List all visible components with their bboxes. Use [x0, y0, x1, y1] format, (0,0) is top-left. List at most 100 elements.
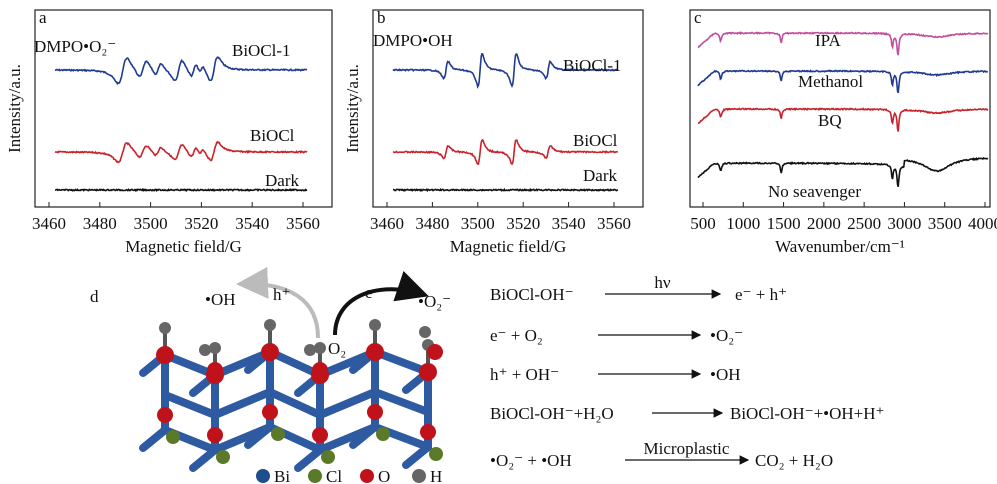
panel-label: a: [39, 8, 47, 27]
x-tick-label: 3540: [552, 214, 586, 233]
rod: [320, 392, 375, 415]
x-tick-label: 3540: [235, 214, 269, 233]
spectrum-curve: [55, 142, 307, 162]
atom: [427, 344, 443, 360]
atom: [369, 319, 381, 331]
atom: [321, 450, 335, 464]
figure: a 3460 3480 3500 3520 3540 3560 Magnetic field/…: [0, 0, 997, 484]
scheme-label: h⁺: [273, 285, 290, 304]
legend-swatch: [412, 469, 426, 483]
atom: [159, 322, 171, 334]
atom: [264, 319, 276, 331]
equation-right: BiOCl-OH⁻+•OH+H⁺: [730, 404, 885, 423]
rod: [193, 450, 215, 468]
legend-label: H: [430, 467, 442, 484]
atom: [216, 450, 230, 464]
arrow-label: Microplastic: [644, 439, 730, 458]
scheme-label: •O₂⁻: [418, 292, 451, 311]
scheme-label: O₂: [328, 339, 346, 358]
legend-swatch: [256, 469, 270, 483]
atom: [304, 344, 316, 356]
x-tick-label: 1500: [767, 214, 801, 233]
x-tick-label: 3560: [286, 214, 320, 233]
spectrum-curve: [698, 109, 988, 132]
atom: [271, 427, 285, 441]
spectrum-curve: [698, 33, 988, 56]
x-tick-label: 3520: [506, 214, 540, 233]
legend-label: Bi: [274, 467, 290, 484]
curve-label: IPA: [815, 31, 842, 50]
legend-label: O: [378, 467, 390, 484]
rod: [406, 447, 428, 465]
atom: [207, 427, 223, 443]
x-tick-label: 3500: [134, 214, 168, 233]
curve-label: BiOCl-1: [232, 41, 291, 60]
spectrum-curve: [393, 189, 618, 190]
spectrum-curve: [55, 57, 307, 83]
curve-label: BiOCl: [250, 126, 295, 145]
y-axis-label: Intensity/a.u.: [343, 64, 362, 153]
legend-swatch: [360, 469, 374, 483]
x-tick-label: 3500: [928, 214, 962, 233]
equation-right: •O₂⁻: [710, 326, 743, 345]
x-tick-label: 4000: [968, 214, 997, 233]
equation-right: •OH: [710, 365, 741, 384]
atom: [419, 363, 437, 381]
panel-label: d: [90, 287, 99, 306]
x-axis-label: Wavenumber/cm⁻¹: [775, 237, 905, 256]
rod: [165, 395, 215, 415]
x-tick-label: 3000: [887, 214, 921, 233]
atom: [429, 447, 443, 461]
x-tick-label: 3520: [184, 214, 218, 233]
x-tick-label: 500: [690, 214, 716, 233]
annotation: DMPO•O₂⁻: [34, 37, 116, 56]
curve-label: No seavenger: [768, 182, 861, 201]
rod: [143, 430, 165, 448]
legend-swatch: [308, 469, 322, 483]
scheme-label: •OH: [205, 290, 236, 309]
equation-left: e⁻ + O₂: [490, 326, 543, 345]
equation-right: CO₂ + H₂O: [755, 451, 833, 470]
equation-right: e⁻ + h⁺: [735, 285, 787, 304]
lattice: [143, 319, 443, 468]
x-axis-label: Magnetic field/G: [125, 237, 242, 256]
atom: [156, 346, 174, 364]
atom: [367, 404, 383, 420]
atom: [166, 430, 180, 444]
x-tick-label: 3460: [32, 214, 66, 233]
curve-label: Dark: [583, 166, 617, 185]
curve-label: Dark: [265, 171, 299, 190]
atom: [376, 427, 390, 441]
y-axis-label: Intensity/a.u.: [5, 64, 24, 153]
curve-label: BiOCl: [573, 131, 618, 150]
x-tick-label: 3500: [461, 214, 495, 233]
atom: [261, 343, 279, 361]
x-tick-label: 3480: [83, 214, 117, 233]
equation-left: h⁺ + OH⁻: [490, 365, 559, 384]
rod: [375, 392, 428, 412]
atom: [262, 404, 278, 420]
curve-label: BiOCl-1: [563, 56, 622, 75]
legend-label: Cl: [326, 467, 342, 484]
rod: [298, 450, 320, 468]
arrow-label: hν: [654, 273, 671, 292]
curve-label: BQ: [818, 111, 842, 130]
x-tick-label: 3560: [597, 214, 631, 233]
x-axis-label: Magnetic field/G: [450, 237, 567, 256]
atom: [420, 424, 436, 440]
curve-label: Methanol: [798, 72, 863, 91]
atom: [199, 344, 211, 356]
annotation: DMPO•OH: [373, 31, 453, 50]
atom: [209, 342, 221, 354]
equation-left: BiOCl-OH⁻: [490, 285, 574, 304]
scheme-label: e⁻: [365, 283, 382, 302]
atom: [419, 326, 431, 338]
equation-left: BiOCl-OH⁻+H₂O: [490, 404, 614, 423]
x-tick-label: 3480: [415, 214, 449, 233]
atom: [312, 362, 328, 378]
panel-label: c: [694, 8, 702, 27]
atom: [157, 407, 173, 423]
panel-label: b: [377, 8, 386, 27]
x-tick-label: 2000: [807, 214, 841, 233]
x-tick-label: 2500: [847, 214, 881, 233]
